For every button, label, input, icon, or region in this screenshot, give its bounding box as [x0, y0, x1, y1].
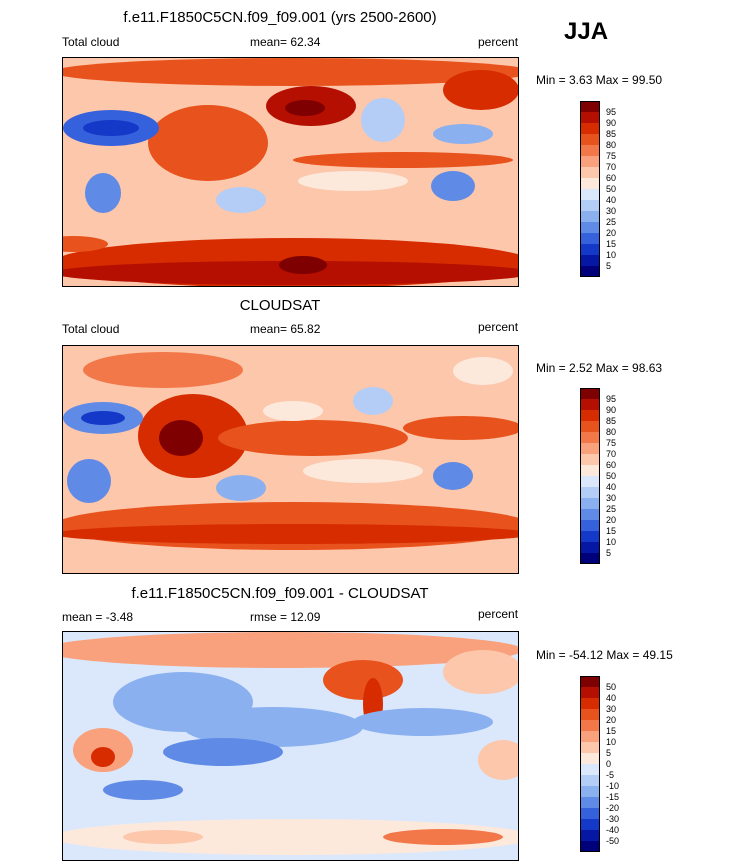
panel2-mean-label: mean= 65.82 [250, 322, 321, 336]
colorbar-tick-label: 10 [606, 537, 617, 547]
colorbar-tick-label: 10 [606, 737, 617, 747]
panel1-left-label: Total cloud [62, 35, 120, 49]
colorbar-tick-label: 75 [606, 438, 617, 448]
colorbar-tick-label: 15 [606, 239, 617, 249]
panel2-contour-field [63, 346, 518, 573]
colorbar-tick-label: 5 [606, 748, 612, 758]
colorbar-tick-label: -20 [606, 803, 620, 813]
panel3-units-label: percent [478, 607, 519, 621]
panel3-contour-field [63, 632, 518, 860]
colorbar-tick-label: -15 [606, 792, 620, 802]
colorbar-tick-label: -40 [606, 825, 620, 835]
panel2-map [62, 345, 519, 574]
panel3-title: f.e11.F1850C5CN.f09_f09.001 - CLOUDSAT [131, 585, 429, 602]
panel3-minmax: Min = -54.12 Max = 49.15 [536, 648, 673, 662]
colorbar-tick-label: 30 [606, 493, 617, 503]
panel1-minmax: Min = 3.63 Max = 99.50 [536, 73, 663, 87]
colorbar-tick-label: 50 [606, 471, 617, 481]
colorbar-tick-label: 20 [606, 715, 617, 725]
colorbar-tick-label: 20 [606, 515, 617, 525]
colorbar-frame [580, 101, 600, 277]
panel3-rmse-label: rmse = 12.09 [250, 610, 321, 624]
colorbar-tick-label: 5 [606, 548, 612, 558]
colorbar-tick-label: 40 [606, 693, 617, 703]
colorbar-tick-label: -10 [606, 781, 620, 791]
colorbar-tick-label: 95 [606, 107, 617, 117]
colorbar-tick-label: 30 [606, 206, 617, 216]
colorbar-tick-label: 70 [606, 162, 617, 172]
colorbar-tick-label: 90 [606, 405, 617, 415]
colorbar-tick-label: 5 [606, 261, 612, 271]
colorbar-tick-label: 50 [606, 682, 617, 692]
colorbar-tick-label: 25 [606, 217, 617, 227]
panel2-left-label: Total cloud [62, 322, 120, 336]
colorbar-frame [580, 388, 600, 564]
colorbar-tick-label: 20 [606, 228, 617, 238]
panel1-contour-field [63, 58, 518, 286]
colorbar-tick-label: 0 [606, 759, 612, 769]
panel2-title: CLOUDSAT [239, 297, 321, 314]
colorbar-tick-label: 60 [606, 173, 617, 183]
colorbar-tick-label: -30 [606, 814, 620, 824]
colorbar-tick-label: 85 [606, 129, 617, 139]
panel2-units-label: percent [478, 320, 519, 334]
colorbar-tick-label: -5 [606, 770, 615, 780]
colorbar-tick-label: 85 [606, 416, 617, 426]
colorbar-tick-label: 40 [606, 482, 617, 492]
colorbar-tick-label: 80 [606, 427, 617, 437]
colorbar-tick-label: 95 [606, 394, 617, 404]
colorbar-tick-label: -50 [606, 836, 620, 846]
colorbar-tick-label: 10 [606, 250, 617, 260]
colorbar-tick-label: 15 [606, 526, 617, 536]
colorbar-tick-label: 15 [606, 726, 617, 736]
colorbar-tick-label: 40 [606, 195, 617, 205]
colorbar-tick-label: 70 [606, 449, 617, 459]
colorbar-tick-label: 50 [606, 184, 617, 194]
panel2-minmax: Min = 2.52 Max = 98.63 [536, 361, 663, 375]
colorbar-tick-label: 60 [606, 460, 617, 470]
colorbar-tick-label: 80 [606, 140, 617, 150]
panel1-units-label: percent [478, 35, 519, 49]
colorbar-tick-label: 90 [606, 118, 617, 128]
panel3-mean-label: mean = -3.48 [62, 610, 134, 624]
colorbar-tick-label: 25 [606, 504, 617, 514]
colorbar-tick-label: 30 [606, 704, 617, 714]
panel1-title: f.e11.F1850C5CN.f09_f09.001 (yrs 2500-26… [123, 9, 437, 26]
panel3-map [62, 631, 519, 861]
panel1-map [62, 57, 519, 287]
panel1-mean-label: mean= 62.34 [250, 35, 321, 49]
colorbar-frame [580, 676, 600, 852]
season-label: JJA [564, 18, 609, 45]
colorbar-tick-label: 75 [606, 151, 617, 161]
